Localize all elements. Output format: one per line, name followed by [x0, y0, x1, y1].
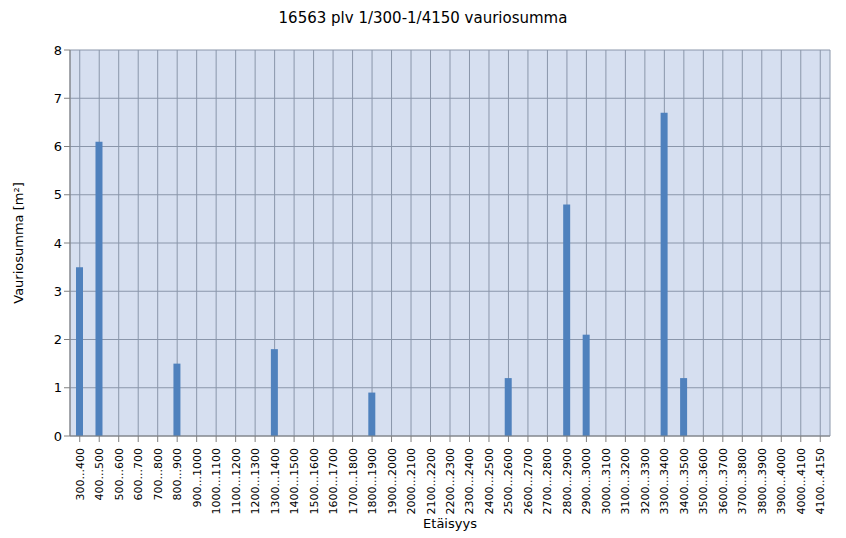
svg-text:4100...4150: 4100...4150	[814, 448, 827, 514]
svg-text:1: 1	[54, 380, 62, 395]
svg-text:1800...1900: 1800...1900	[366, 448, 379, 514]
svg-text:600...700: 600...700	[132, 448, 145, 500]
svg-text:300...400: 300...400	[74, 448, 87, 500]
svg-text:3100...3200: 3100...3200	[619, 448, 632, 514]
svg-text:800...900: 800...900	[171, 448, 184, 500]
svg-text:700...800: 700...800	[152, 448, 165, 500]
svg-text:1000...1100: 1000...1100	[210, 448, 223, 514]
svg-text:3: 3	[54, 284, 62, 299]
svg-text:7: 7	[54, 91, 62, 106]
svg-text:5: 5	[54, 187, 62, 202]
svg-text:6: 6	[54, 139, 62, 154]
svg-text:1500...1600: 1500...1600	[308, 448, 321, 514]
html-text:16563 plv 1/300-1/4150 vaurios: 16563 plv 1/300-1/4150 vauriosumma	[278, 9, 568, 27]
svg-text:3500...3600: 3500...3600	[697, 448, 710, 514]
svg-text:2500...2600: 2500...2600	[502, 448, 515, 514]
svg-text:1400...1500: 1400...1500	[288, 448, 301, 514]
svg-text:2800...2900: 2800...2900	[561, 448, 574, 514]
svg-text:2000...2100: 2000...2100	[405, 448, 418, 514]
svg-text:2300...2400: 2300...2400	[463, 448, 476, 514]
svg-text:500...600: 500...600	[113, 448, 126, 500]
svg-text:2900...3000: 2900...3000	[580, 448, 593, 514]
svg-text:Etäisyys: Etäisyys	[423, 516, 477, 531]
svg-text:1300...1400: 1300...1400	[269, 448, 282, 514]
svg-text:2100...2200: 2100...2200	[425, 448, 438, 514]
svg-text:2400...2500: 2400...2500	[483, 448, 496, 514]
svg-text:Vauriosumma [m²]: Vauriosumma [m²]	[11, 182, 26, 303]
svg-text:1100...1200: 1100...1200	[230, 448, 243, 514]
svg-text:3600...3700: 3600...3700	[717, 448, 730, 514]
svg-text:3700...3800: 3700...3800	[736, 448, 749, 514]
svg-text:2700...2800: 2700...2800	[541, 448, 554, 514]
svg-text:3400...3500: 3400...3500	[678, 448, 691, 514]
svg-text:3900...4000: 3900...4000	[775, 448, 788, 514]
svg-text:400...500: 400...500	[93, 448, 106, 500]
svg-text:1900...2000: 1900...2000	[386, 448, 399, 514]
svg-text:0: 0	[54, 429, 62, 444]
svg-text:2200...2300: 2200...2300	[444, 448, 457, 514]
svg-text:1700...1800: 1700...1800	[347, 448, 360, 514]
svg-text:2600...2700: 2600...2700	[522, 448, 535, 514]
svg-text:1200...1300: 1200...1300	[249, 448, 262, 514]
svg-text:8: 8	[54, 43, 62, 58]
svg-text:3800...3900: 3800...3900	[756, 448, 769, 514]
svg-text:4: 4	[54, 236, 62, 251]
svg-text:3300...3400: 3300...3400	[658, 448, 671, 514]
svg-text:4000...4100: 4000...4100	[795, 448, 808, 514]
svg-text:1600...1700: 1600...1700	[327, 448, 340, 514]
svg-text:3000...3100: 3000...3100	[600, 448, 613, 514]
svg-text:900...1000: 900...1000	[191, 448, 204, 507]
svg-text:3200...3300: 3200...3300	[639, 448, 652, 514]
svg-text:2: 2	[54, 332, 62, 347]
